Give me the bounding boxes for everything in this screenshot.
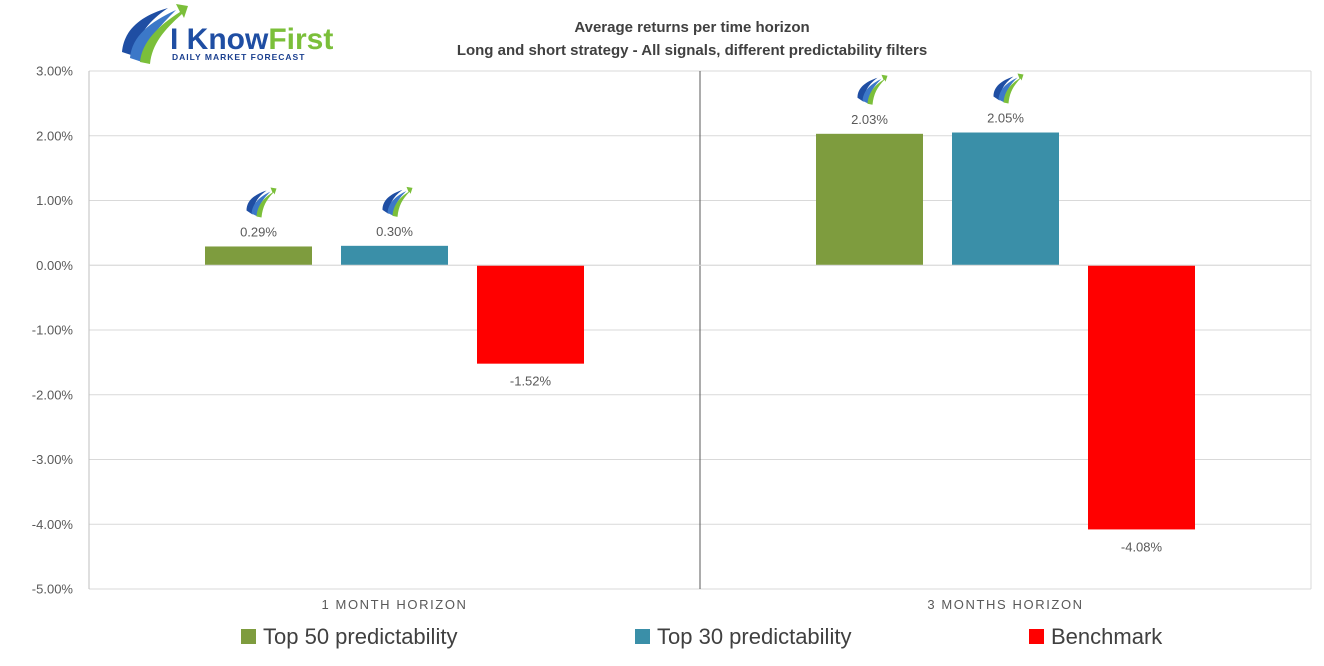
data-label: 0.30% bbox=[376, 224, 413, 239]
logo-brand-text: I KnowFirst bbox=[170, 23, 333, 56]
y-tick-label: -3.00% bbox=[32, 452, 74, 467]
x-axis: 1 MONTH HORIZON 3 MONTHS HORIZON bbox=[89, 264, 1311, 612]
data-label: -4.08% bbox=[1121, 539, 1163, 554]
y-tick-label: 3.00% bbox=[36, 64, 73, 79]
y-tick-label: -4.00% bbox=[32, 517, 74, 532]
y-tick-label: 2.00% bbox=[36, 128, 73, 143]
y-tick-label: 0.00% bbox=[36, 258, 73, 273]
chart-title: Average returns per time horizon bbox=[574, 19, 809, 36]
category-label: 3 MONTHS HORIZON bbox=[927, 597, 1083, 612]
legend-label: Top 30 predictability bbox=[657, 624, 851, 649]
legend: Top 50 predictability Top 30 predictabili… bbox=[241, 624, 1163, 649]
logo-brand-part2: First bbox=[268, 23, 333, 56]
data-labels: 0.29% 0.30% -1.52% 2.03% 2.05% -4.08% bbox=[240, 111, 1162, 555]
legend-swatch bbox=[635, 629, 650, 644]
logo-marker-icon bbox=[382, 186, 413, 217]
bars bbox=[205, 132, 1195, 530]
logo-marker-icon bbox=[246, 187, 277, 218]
y-tick-label: -2.00% bbox=[32, 387, 74, 402]
data-label: 0.29% bbox=[240, 224, 277, 239]
y-tick-label: -1.00% bbox=[32, 323, 74, 338]
y-tick-label: 1.00% bbox=[36, 193, 73, 208]
legend-label: Benchmark bbox=[1051, 624, 1163, 649]
chart-subtitle: Long and short strategy - All signals, d… bbox=[457, 42, 927, 59]
plot-frame bbox=[88, 71, 1312, 589]
logo-tagline: Daily Market Forecast bbox=[172, 52, 305, 62]
logo-arrow-icon bbox=[122, 4, 188, 64]
logo-marker-icon bbox=[857, 74, 888, 105]
y-tick-label: -5.00% bbox=[32, 582, 74, 597]
bar bbox=[477, 265, 584, 364]
y-axis: 3.00% 2.00% 1.00% 0.00% -1.00% -2.00% -3.00% -4… bbox=[32, 64, 74, 597]
data-label: 2.05% bbox=[987, 111, 1024, 126]
data-label: 2.03% bbox=[851, 112, 888, 127]
legend-swatch bbox=[1029, 629, 1044, 644]
logo-marker-icon bbox=[993, 73, 1024, 104]
logo-markers bbox=[246, 73, 1024, 218]
bar bbox=[952, 132, 1059, 266]
data-label: -1.52% bbox=[510, 374, 552, 389]
bar bbox=[205, 246, 312, 266]
logo-brand-part1: I Know bbox=[170, 23, 269, 56]
legend-swatch bbox=[241, 629, 256, 644]
bar bbox=[341, 245, 448, 266]
bar bbox=[1088, 265, 1195, 530]
bar bbox=[816, 133, 923, 266]
legend-label: Top 50 predictability bbox=[263, 624, 457, 649]
category-label: 1 MONTH HORIZON bbox=[321, 597, 467, 612]
i-know-first-logo: I KnowFirst Daily Market Forecast bbox=[122, 4, 333, 64]
